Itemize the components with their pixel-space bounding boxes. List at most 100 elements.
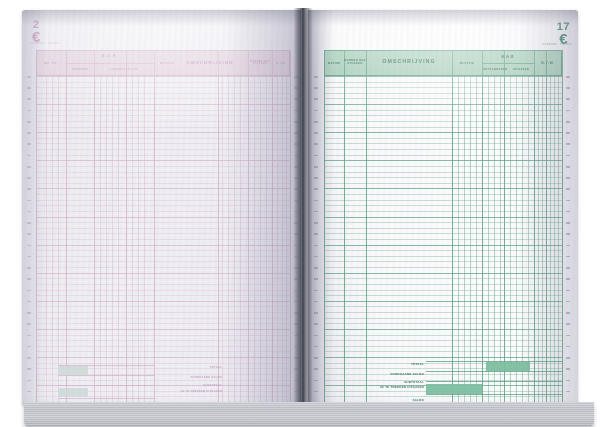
- margin-tick: [27, 87, 31, 89]
- margin-tick: [566, 132, 570, 134]
- margin-tick: [314, 154, 318, 157]
- margin-tick: [314, 188, 318, 190]
- left-imprint: KASBOEK · 100 BLZ: [30, 42, 60, 45]
- footer-rule: [426, 371, 562, 372]
- margin-tick: [314, 323, 318, 325]
- margin-tick: [27, 120, 31, 123]
- money-subrule: [52, 76, 53, 402]
- money-subrule: [538, 76, 539, 402]
- row-rule: [324, 98, 562, 100]
- column-separator: [562, 50, 563, 402]
- column-separator: [546, 50, 547, 402]
- row-rule: [36, 160, 290, 162]
- row-rule: [324, 160, 562, 162]
- money-subrule: [488, 76, 489, 402]
- header-btw: B.T.W.: [541, 61, 555, 66]
- footer-rule: [426, 394, 562, 395]
- row-rule: [324, 109, 562, 111]
- row-rule: [324, 165, 562, 167]
- margin-tick: [27, 312, 31, 314]
- row-rule: [324, 278, 562, 280]
- row-rule: [324, 177, 562, 178]
- row-rule: [324, 227, 562, 229]
- left-highlight-b: [58, 388, 88, 397]
- margin-tick: [566, 188, 570, 190]
- money-subrule: [558, 76, 559, 402]
- margin-tick: [27, 379, 31, 382]
- column-separator: [366, 50, 367, 402]
- row-rule: [36, 244, 290, 246]
- margin-tick: [566, 345, 570, 348]
- margin-tick: [314, 165, 318, 168]
- row-rule: [36, 87, 290, 88]
- header-uitbetaald: UITBETAALD AAN: [110, 67, 138, 71]
- margin-tick: [566, 289, 570, 292]
- row-rule: [324, 87, 562, 88]
- row-rule: [36, 283, 290, 285]
- open-ledger-book: NR. T.E. B.A.R. INHOUDEN UITBETAALD AAN MUTA…: [8, 4, 594, 427]
- margin-tick: [566, 120, 570, 123]
- margin-tick: [27, 244, 31, 247]
- row-rule: [36, 115, 290, 117]
- column-separator: [66, 50, 67, 402]
- margin-tick: [566, 222, 570, 224]
- money-subrule: [550, 76, 551, 402]
- row-rule: [324, 272, 562, 274]
- margin-tick: [27, 323, 31, 325]
- margin-tick: [27, 345, 31, 348]
- row-rule: [36, 233, 290, 235]
- money-subrule: [286, 76, 287, 402]
- row-rule: [324, 81, 562, 83]
- column-separator: [248, 50, 249, 402]
- margin-tick: [566, 390, 570, 393]
- margin-tick: [314, 345, 318, 348]
- row-rule: [324, 334, 562, 336]
- right-page[interactable]: DATUM NUMMER DER STUKKEN OMSCHRIJVING MUTAT…: [308, 10, 578, 406]
- row-rule: [36, 250, 290, 251]
- margin-tick: [566, 210, 570, 213]
- margin-tick: [566, 267, 570, 269]
- money-subrule: [112, 76, 113, 402]
- margin-tick: [314, 368, 318, 370]
- row-rule: [36, 357, 290, 359]
- money-subrule: [510, 76, 511, 402]
- margin-tick: [27, 188, 31, 190]
- aftrek-uitgaven-highlight: [426, 384, 482, 394]
- row-rule: [324, 149, 562, 150]
- row-rule: [36, 137, 290, 139]
- row-rule: [324, 283, 562, 285]
- row-rule: [324, 120, 562, 122]
- header-rule: [66, 63, 154, 64]
- margin-tick: [566, 233, 570, 235]
- row-rule: [324, 188, 562, 190]
- row-rule: [324, 306, 562, 308]
- row-rule: [324, 154, 562, 156]
- row-rule: [324, 328, 562, 330]
- margin-tick: [314, 76, 318, 78]
- margin-tick: [314, 244, 318, 247]
- row-rule: [324, 210, 562, 212]
- row-rule: [324, 340, 562, 341]
- money-subrule: [282, 76, 283, 402]
- margin-tick: [314, 199, 318, 202]
- row-rule: [36, 210, 290, 212]
- row-rule: [324, 351, 562, 353]
- left-page[interactable]: NR. T.E. B.A.R. INHOUDEN UITBETAALD AAN MUTA…: [22, 10, 304, 406]
- column-separator: [504, 50, 505, 402]
- row-rule: [324, 357, 562, 359]
- row-rule: [324, 171, 562, 173]
- column-separator: [344, 50, 345, 402]
- row-rule: [36, 81, 290, 83]
- left-footer-label-2: SUBTOTAAL: [203, 384, 222, 387]
- column-separator: [218, 50, 219, 402]
- row-rule: [324, 250, 562, 251]
- footer-label-voorgaand: VOORGAAND SALDO: [390, 372, 424, 376]
- row-rule: [36, 306, 290, 308]
- header-ontvangsten: ONTVANGSTEN: [482, 67, 508, 71]
- row-rule: [324, 295, 562, 296]
- money-subrule: [277, 76, 278, 402]
- header-mutatie: MUTATIE: [459, 61, 475, 65]
- margin-tick: [314, 357, 318, 359]
- left-footer-label-3: AF TE TREKKEN UITGAVEN: [180, 390, 222, 393]
- money-subrule: [470, 76, 471, 402]
